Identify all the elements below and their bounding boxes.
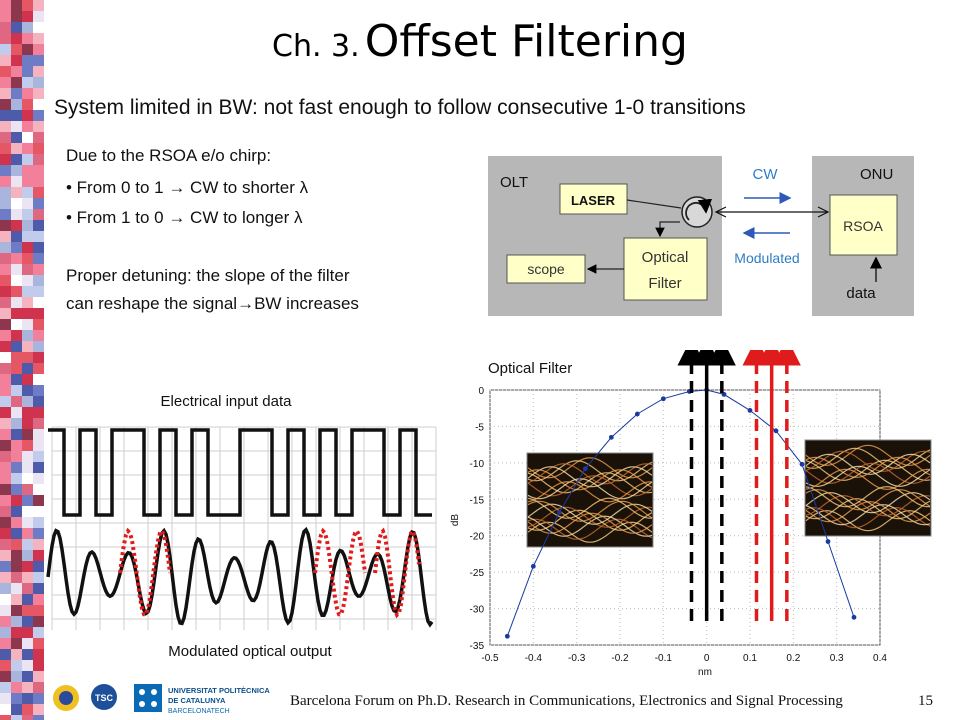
y-tick-label: -25: [470, 568, 485, 579]
footer-text: Barcelona Forum on Ph.D. Research in Com…: [290, 693, 843, 709]
cw-label: CW: [753, 166, 779, 183]
x-tick-label: 0.3: [830, 653, 844, 664]
bullet-1-to-0: • From 1 to 0 → CW to longer λ: [66, 208, 303, 227]
y-tick-label: 0: [478, 386, 484, 397]
laser-circulator-link: [626, 199, 682, 209]
x-tick-label: -0.1: [655, 653, 673, 664]
data-point: [721, 391, 727, 397]
bullet-0-to-1: • From 0 to 1 → CW to shorter λ: [66, 178, 309, 197]
tsc-logo-icon: [91, 684, 117, 710]
chirp-intro: Due to the RSOA e/o chirp:: [66, 146, 272, 165]
x-tick-label: 0.1: [743, 653, 757, 664]
block-diagram: OLT ONU LASER Optical Filter scope RSOA …: [488, 156, 914, 316]
olt-label: OLT: [500, 174, 528, 191]
eye-diagram-right: [804, 439, 932, 537]
x-axis-label: nm: [698, 667, 712, 678]
data-point: [851, 614, 857, 620]
optical-filter-box: [623, 237, 708, 301]
data-point: [504, 633, 510, 639]
upc-line-3: BARCELONATECH: [168, 708, 230, 715]
upc-logo-icon: [134, 684, 162, 712]
laser-box: [559, 183, 628, 215]
x-tick-label: -0.5: [481, 653, 499, 664]
data-point: [825, 539, 831, 544]
data-point: [773, 428, 779, 434]
y-tick-label: -5: [475, 422, 484, 433]
modulated-output-label: Modulated optical output: [168, 643, 332, 660]
y-tick-label: -30: [470, 605, 485, 616]
upc-line-2: DE CATALUNYA: [168, 696, 226, 705]
data-point: [582, 466, 588, 472]
detuning-line-1: Proper detuning: the slope of the filter: [66, 266, 350, 285]
data-point: [747, 408, 753, 413]
data-point: [634, 411, 640, 417]
upc-line-1: UNIVERSITAT POLITÈCNICA: [168, 686, 270, 695]
onu-label: ONU: [860, 166, 893, 183]
filter-label-1: Optical: [642, 249, 689, 266]
detuning-line-2: can reshape the signal→BW increases: [66, 294, 359, 313]
y-tick-label: -20: [470, 532, 485, 543]
filtered-output-waveform: [118, 527, 421, 619]
y-tick-label: -35: [470, 641, 485, 652]
waveform-grid: [51, 426, 437, 630]
electrical-input-label: Electrical input data: [161, 393, 293, 410]
data-point: [608, 434, 614, 440]
title-main: Offset Filtering: [364, 16, 688, 67]
filter-label-2: Filter: [648, 275, 681, 292]
scope-label: scope: [527, 261, 565, 277]
y-tick-label: -15: [470, 495, 485, 506]
laser-label: LASER: [571, 193, 616, 208]
x-tick-label: -0.4: [525, 653, 543, 664]
title-prefix: Ch. 3.: [272, 29, 360, 64]
eye-diagram-left-traces: [527, 457, 653, 543]
rsoa-box: [829, 194, 898, 256]
modulated-label: Modulated: [734, 250, 799, 266]
subtitle: System limited in BW: not fast enough to…: [54, 96, 746, 119]
waveform-figure: Electrical input data Modulated optical …: [46, 393, 437, 660]
data-point: [530, 563, 536, 569]
institution-logos: TSC UNIVERSITAT POLITÈCNICA DE CATALUNYA…: [53, 684, 270, 715]
rsoa-label: RSOA: [843, 218, 883, 234]
x-tick-label: 0.2: [786, 653, 800, 664]
y-axis-label: dB: [450, 514, 461, 527]
data-point: [799, 461, 805, 467]
chart-title: Optical Filter: [488, 360, 573, 377]
electrical-input-waveform: [48, 428, 432, 517]
decorative-side-strip: [0, 0, 44, 720]
circulator-filter-link: [655, 221, 680, 238]
optical-filter-chart: -0.5 -0.4 -0.3 -0.2 -0.1 0 0.1 0.2 0.3 0.4 0 -5 -10 -…: [450, 350, 932, 678]
circulator-arrow-icon: [685, 198, 713, 221]
page-title: Ch. 3. Offset Filtering: [0, 16, 960, 67]
data-point: [556, 510, 562, 515]
eye-diagram-right-traces: [805, 444, 931, 532]
x-tick-label: -0.2: [611, 653, 629, 664]
x-tick-label: -0.3: [568, 653, 586, 664]
page-number: 15: [918, 693, 933, 709]
data-label: data: [846, 285, 876, 302]
x-tick-label: 0.4: [873, 653, 887, 664]
data-point: [660, 396, 666, 402]
scope-box: [506, 254, 586, 284]
optical-output-waveform: [46, 526, 434, 628]
x-tick-label: 0: [704, 653, 710, 664]
y-tick-label: -10: [470, 459, 485, 470]
tsc-logo-text: TSC: [95, 693, 114, 703]
